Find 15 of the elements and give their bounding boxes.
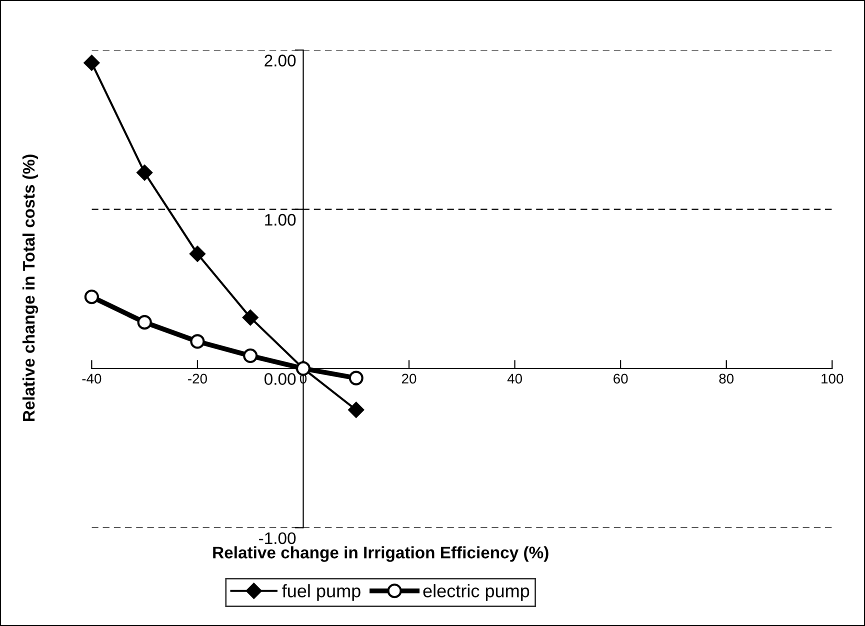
x-tick-label: 100 — [822, 374, 844, 384]
y-tick-label: 2.00 — [264, 54, 296, 66]
x-tick-label: -20 — [188, 374, 207, 384]
x-tick-label: 20 — [402, 374, 416, 384]
y-tick-label: -1.00 — [259, 532, 296, 544]
x-tick-label: 40 — [507, 374, 522, 384]
legend-label: electric pump — [423, 584, 530, 601]
x-tick-label: -40 — [82, 374, 102, 384]
legend-label: fuel pump — [282, 584, 360, 601]
x-tick-label: 60 — [614, 374, 628, 384]
y-axis-title: Relative change in Total costs (%) — [22, 154, 38, 421]
x-axis-title: Relative change in Irrigation Efficiency (%) — [213, 546, 548, 562]
y-tick-label: 0.00 — [264, 373, 296, 385]
x-tick-label: 80 — [719, 374, 734, 384]
y-tick-label: 1.00 — [265, 214, 296, 226]
